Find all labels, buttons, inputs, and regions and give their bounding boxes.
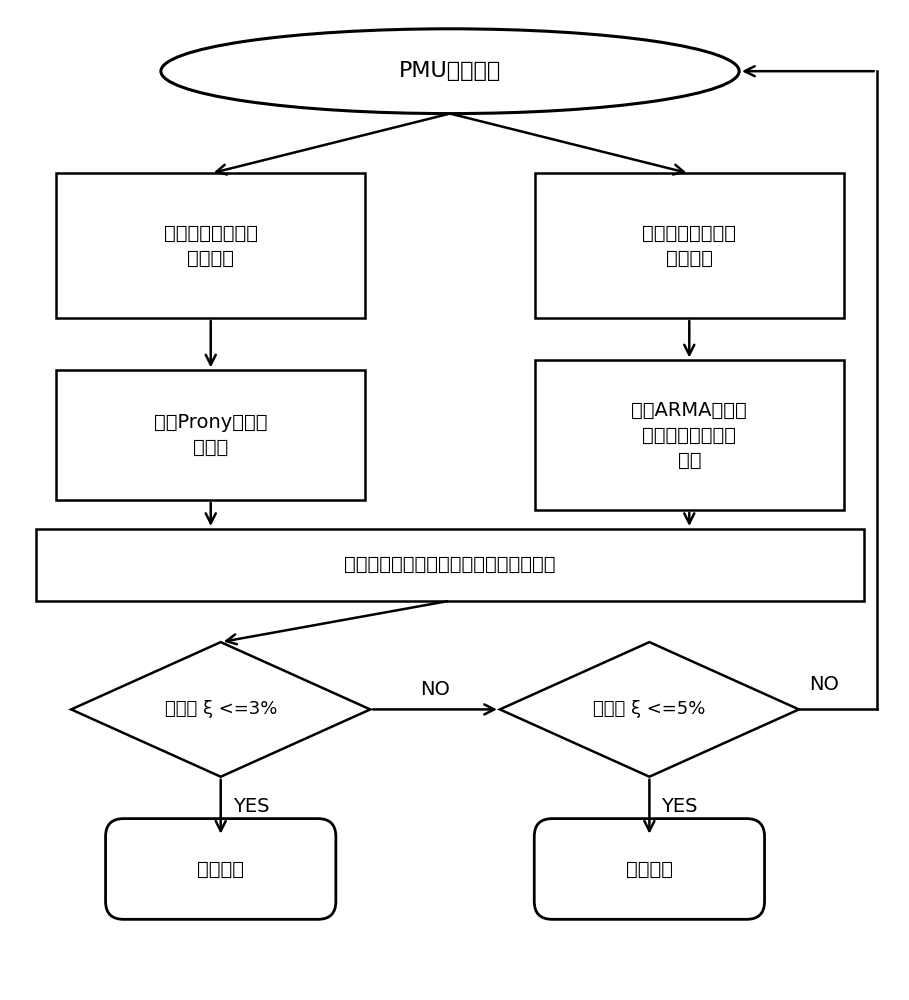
Bar bbox=[36, 529, 864, 601]
Bar bbox=[56, 173, 365, 318]
Text: 红色告警: 红色告警 bbox=[197, 859, 245, 878]
Text: NO: NO bbox=[809, 675, 839, 694]
Text: 难以观测到明显振
荡的机组: 难以观测到明显振 荡的机组 bbox=[643, 224, 736, 268]
Bar bbox=[534, 360, 844, 510]
Text: YES: YES bbox=[662, 797, 698, 816]
Text: 电容器投切响应存在的实时振荡模式信息: 电容器投切响应存在的实时振荡模式信息 bbox=[345, 555, 555, 574]
Text: 采用Prony方法进
行辨识: 采用Prony方法进 行辨识 bbox=[154, 413, 267, 457]
Text: 可以观测到明显振
荡的机组: 可以观测到明显振 荡的机组 bbox=[164, 224, 258, 268]
Text: 阻尼比 ξ <=5%: 阻尼比 ξ <=5% bbox=[594, 700, 705, 718]
Text: 采用ARMA模型方
法辨识，进行聚类
计算: 采用ARMA模型方 法辨识，进行聚类 计算 bbox=[632, 401, 747, 470]
Text: NO: NO bbox=[420, 680, 450, 699]
Text: 黄色告警: 黄色告警 bbox=[626, 859, 673, 878]
Text: 阻尼比 ξ <=3%: 阻尼比 ξ <=3% bbox=[165, 700, 277, 718]
Text: PMU数据监测: PMU数据监测 bbox=[399, 61, 501, 81]
Bar bbox=[56, 370, 365, 500]
Text: YES: YES bbox=[233, 797, 269, 816]
Bar bbox=[534, 173, 844, 318]
